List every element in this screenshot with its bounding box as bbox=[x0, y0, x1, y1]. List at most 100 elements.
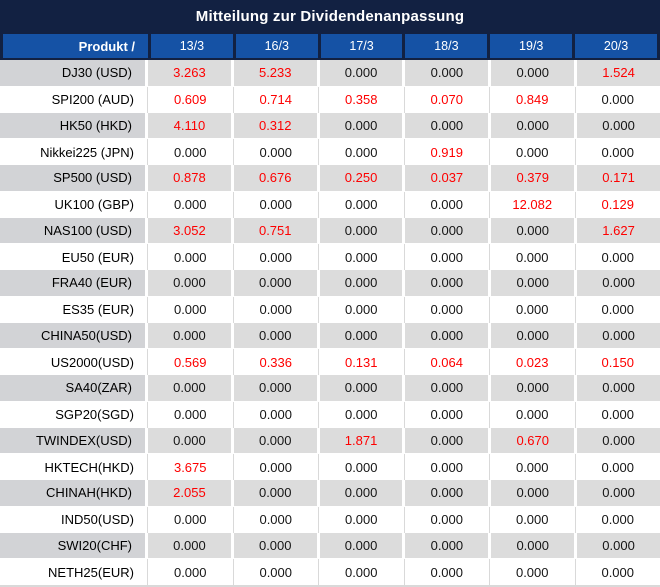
value-cell: 0.000 bbox=[148, 559, 233, 585]
value-cell: 0.000 bbox=[148, 191, 233, 218]
value-cell: 0.000 bbox=[230, 322, 317, 349]
value-cell: 0.000 bbox=[574, 506, 660, 533]
value-cell: 0.714 bbox=[232, 86, 318, 113]
value-cell: 0.000 bbox=[232, 454, 318, 480]
value-cell: 12.082 bbox=[489, 191, 575, 218]
value-cell: 0.000 bbox=[148, 427, 231, 454]
value-cell: 0.000 bbox=[488, 112, 575, 139]
value-cell: 0.000 bbox=[318, 296, 404, 323]
page-title: Mitteilung zur Dividendenanpassung bbox=[0, 0, 660, 32]
product-cell: SWI20(CHF) bbox=[0, 532, 148, 559]
value-cell: 0.000 bbox=[402, 112, 489, 139]
column-header-date: 18/3 bbox=[402, 34, 487, 58]
value-cell: 0.023 bbox=[489, 349, 575, 375]
value-cell: 0.000 bbox=[574, 532, 660, 559]
value-cell: 1.524 bbox=[574, 60, 660, 86]
value-cell: 0.037 bbox=[402, 165, 489, 191]
value-cell: 0.000 bbox=[232, 506, 318, 533]
value-cell: 0.000 bbox=[318, 191, 404, 218]
table-row: UK100 (GBP) 0.000 0.000 0.000 0.000 12.082 0.1… bbox=[0, 191, 660, 218]
value-cell: 3.052 bbox=[148, 217, 231, 244]
value-cell: 0.000 bbox=[403, 401, 489, 428]
table-row: HKTECH(HKD) 3.675 0.000 0.000 0.000 0.000 0.00… bbox=[0, 454, 660, 480]
value-cell: 0.000 bbox=[148, 296, 233, 323]
product-cell: SP500 (USD) bbox=[0, 165, 148, 191]
value-cell: 0.000 bbox=[318, 139, 404, 165]
value-cell: 0.000 bbox=[489, 454, 575, 480]
column-header-date: 20/3 bbox=[572, 34, 657, 58]
column-header-date: 19/3 bbox=[487, 34, 572, 58]
value-cell: 1.627 bbox=[574, 217, 660, 244]
value-cell: 0.000 bbox=[316, 270, 403, 296]
table-row: Nikkei225 (JPN) 0.000 0.000 0.000 0.919 0.000… bbox=[0, 139, 660, 165]
value-cell: 3.263 bbox=[148, 60, 231, 86]
value-cell: 5.233 bbox=[230, 60, 317, 86]
value-cell: 0.000 bbox=[148, 270, 231, 296]
value-cell: 0.000 bbox=[402, 217, 489, 244]
value-cell: 0.000 bbox=[403, 191, 489, 218]
column-header-date: 17/3 bbox=[317, 34, 403, 58]
value-cell: 0.000 bbox=[148, 532, 231, 559]
product-cell: SA40(ZAR) bbox=[0, 375, 148, 401]
value-cell: 0.000 bbox=[148, 375, 231, 401]
product-cell: Nikkei225 (JPN) bbox=[0, 139, 148, 165]
value-cell: 0.000 bbox=[488, 270, 575, 296]
table-row: US2000(USD) 0.569 0.336 0.131 0.064 0.023 0.15… bbox=[0, 349, 660, 375]
value-cell: 0.171 bbox=[574, 165, 660, 191]
value-cell: 0.150 bbox=[574, 349, 660, 375]
table-row: SWI20(CHF) 0.000 0.000 0.000 0.000 0.000 0.000 bbox=[0, 532, 660, 560]
value-cell: 0.569 bbox=[148, 349, 233, 375]
value-cell: 0.000 bbox=[230, 480, 317, 506]
value-cell: 0.000 bbox=[574, 86, 660, 113]
value-cell: 0.336 bbox=[232, 349, 318, 375]
value-cell: 0.000 bbox=[318, 454, 404, 480]
value-cell: 1.871 bbox=[316, 427, 403, 454]
value-cell: 0.000 bbox=[402, 532, 489, 559]
value-cell: 0.000 bbox=[402, 270, 489, 296]
value-cell: 0.751 bbox=[230, 217, 317, 244]
table-row: SP500 (USD) 0.878 0.676 0.250 0.037 0.379 0.17… bbox=[0, 165, 660, 192]
product-cell: EU50 (EUR) bbox=[0, 244, 148, 270]
value-cell: 0.000 bbox=[402, 427, 489, 454]
product-cell: SPI200 (AUD) bbox=[0, 86, 148, 113]
product-cell: HKTECH(HKD) bbox=[0, 454, 148, 480]
value-cell: 0.919 bbox=[403, 139, 489, 165]
value-cell: 0.000 bbox=[402, 480, 489, 506]
value-cell: 0.000 bbox=[318, 244, 404, 270]
value-cell: 0.000 bbox=[316, 375, 403, 401]
value-cell: 0.000 bbox=[403, 454, 489, 480]
value-cell: 0.676 bbox=[230, 165, 317, 191]
value-cell: 0.609 bbox=[148, 86, 233, 113]
value-cell: 0.000 bbox=[574, 375, 660, 401]
value-cell: 0.000 bbox=[232, 139, 318, 165]
table-row: CHINAH(HKD) 2.055 0.000 0.000 0.000 0.000 0.00… bbox=[0, 480, 660, 507]
value-cell: 0.000 bbox=[316, 480, 403, 506]
value-cell: 0.000 bbox=[148, 322, 231, 349]
value-cell: 0.064 bbox=[403, 349, 489, 375]
value-cell: 0.000 bbox=[488, 322, 575, 349]
value-cell: 4.110 bbox=[148, 112, 231, 139]
value-cell: 0.000 bbox=[148, 401, 233, 428]
value-cell: 0.000 bbox=[574, 270, 660, 296]
column-header-product: Produkt / bbox=[78, 38, 135, 54]
product-cell: IND50(USD) bbox=[0, 506, 148, 533]
table-row: SPI200 (AUD) 0.609 0.714 0.358 0.070 0.849 0.0… bbox=[0, 86, 660, 113]
value-cell: 0.379 bbox=[488, 165, 575, 191]
product-cell: SGP20(SGD) bbox=[0, 401, 148, 428]
value-cell: 0.250 bbox=[316, 165, 403, 191]
value-cell: 2.055 bbox=[148, 480, 231, 506]
value-cell: 0.000 bbox=[489, 559, 575, 585]
table-row: IND50(USD) 0.000 0.000 0.000 0.000 0.000 0.000 bbox=[0, 506, 660, 533]
value-cell: 0.000 bbox=[574, 139, 660, 165]
value-cell: 0.000 bbox=[574, 454, 660, 480]
value-cell: 0.000 bbox=[316, 532, 403, 559]
table-row: DJ30 (USD) 3.263 5.233 0.000 0.000 0.000 1.524 bbox=[0, 60, 660, 87]
product-cell: CHINA50(USD) bbox=[0, 322, 148, 349]
table-row: NETH25(EUR) 0.000 0.000 0.000 0.000 0.000 0.00… bbox=[0, 559, 660, 585]
value-cell: 0.070 bbox=[403, 86, 489, 113]
table-row: CHINA50(USD) 0.000 0.000 0.000 0.000 0.000 0.0… bbox=[0, 322, 660, 350]
value-cell: 0.000 bbox=[403, 244, 489, 270]
value-cell: 3.675 bbox=[148, 454, 233, 480]
table-row: HK50 (HKD) 4.110 0.312 0.000 0.000 0.000 0.000 bbox=[0, 112, 660, 140]
